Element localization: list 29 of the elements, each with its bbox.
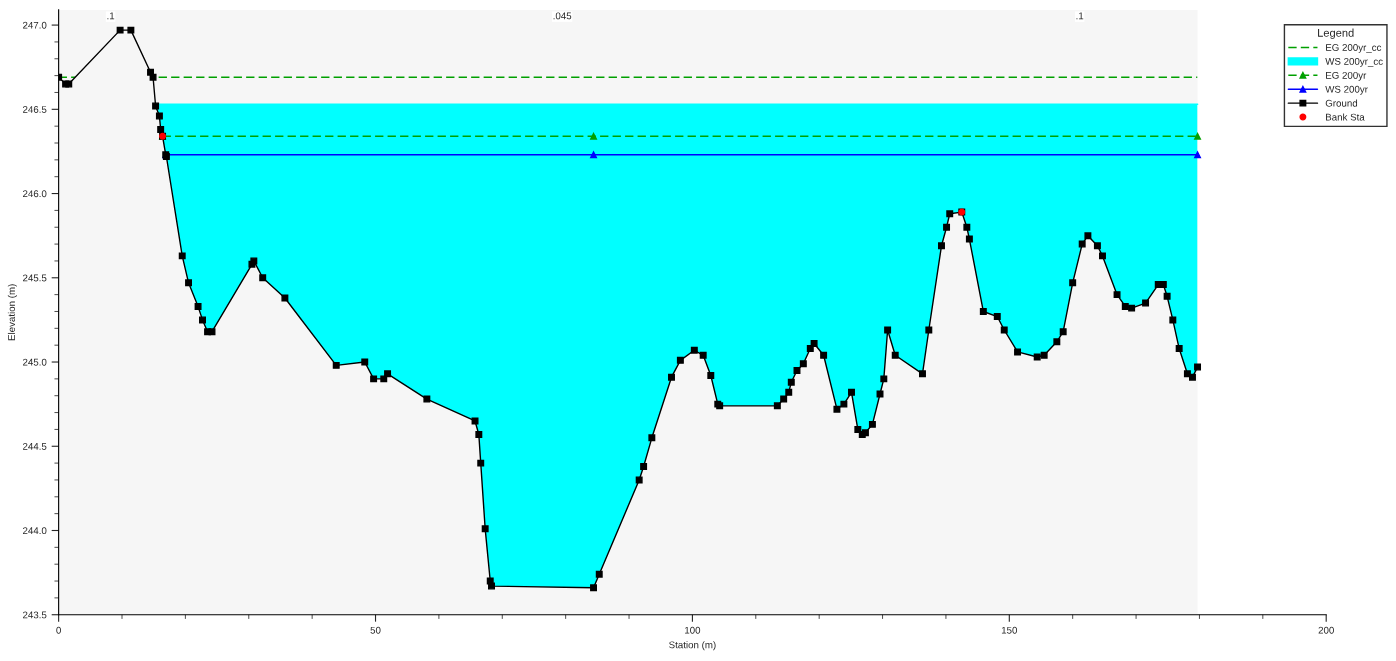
legend-label: WS 200yr_cc: [1325, 57, 1383, 67]
x-tick-label: 50: [370, 626, 381, 634]
legend-label: WS 200yr: [1325, 85, 1368, 95]
legend-label: Ground: [1325, 99, 1358, 107]
legend-label: Bank Sta: [1326, 113, 1365, 121]
y-tick-label: 247.0: [22, 21, 47, 29]
y-tick-label: 246.5: [22, 106, 47, 113]
y-axis-title: Elevation (m): [7, 284, 17, 341]
y-tick-label: 243.5: [22, 611, 47, 619]
y-tick-label: 244.0: [22, 527, 47, 535]
y-tick-label: 244.5: [22, 442, 47, 450]
y-tick-label: 245.0: [22, 358, 47, 366]
band-label: .045: [553, 12, 572, 20]
legend-label: EG 200yr_cc: [1326, 44, 1382, 53]
x-tick-label: 100: [685, 626, 701, 634]
x-axis-title: Station (m): [669, 641, 716, 651]
x-tick-label: 0: [56, 626, 61, 634]
point: [590, 151, 598, 159]
point: [1194, 132, 1202, 140]
x-tick-label: 200: [1318, 626, 1334, 634]
y-tick-label: 246.0: [22, 190, 47, 198]
band-label: .1: [1076, 12, 1084, 20]
y-tick-label: 245.5: [22, 274, 47, 282]
point: [1194, 151, 1202, 159]
point: [590, 132, 598, 140]
legend-title: Legend: [1318, 28, 1354, 39]
legend-label: EG 200yr: [1326, 71, 1367, 81]
band-label: .1: [107, 12, 115, 20]
x-tick-label: 150: [1001, 626, 1018, 634]
